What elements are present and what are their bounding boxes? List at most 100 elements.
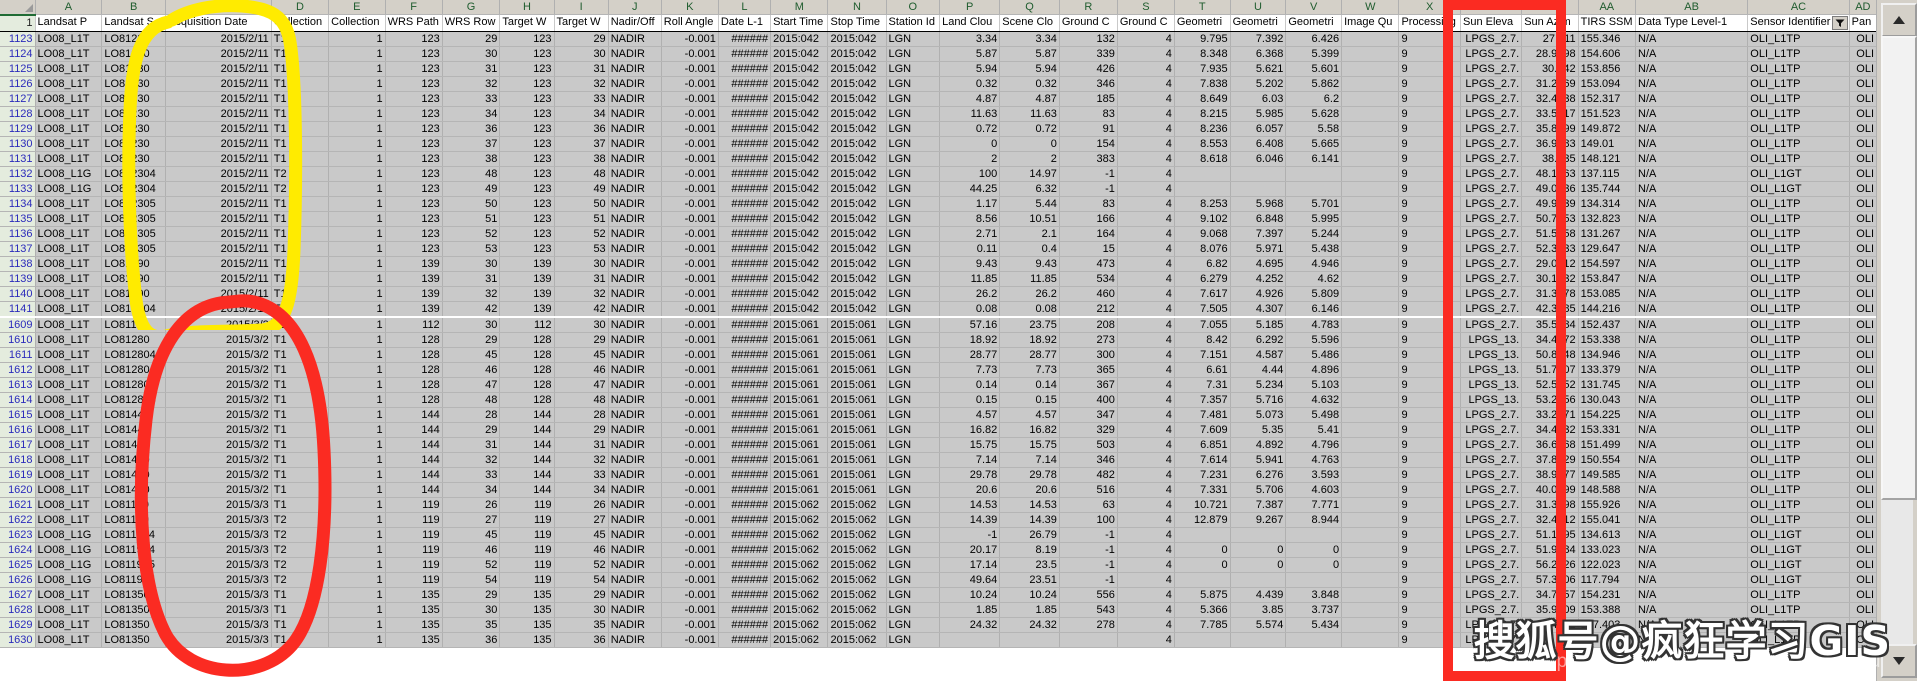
cell-aa[interactable]: 151.523 [1578, 106, 1637, 122]
cell-g[interactable]: 36 [442, 632, 501, 648]
cell-h[interactable]: 128 [499, 362, 555, 378]
cell-ab[interactable]: N/A [1635, 226, 1749, 242]
cell-v[interactable]: 5.628 [1285, 106, 1343, 122]
cell-o[interactable]: LGN [886, 166, 941, 182]
cell-r[interactable]: 426 [1059, 61, 1118, 77]
cell-ab[interactable]: N/A [1635, 587, 1749, 603]
cell-ab[interactable]: N/A [1635, 315, 1749, 333]
cell-p[interactable]: 5.87 [939, 46, 1001, 62]
cell-x[interactable]: 9 [1398, 332, 1461, 348]
cell-ad[interactable]: OLI [1849, 467, 1877, 483]
cell-f[interactable]: 139 [385, 271, 443, 287]
row-number[interactable]: 1630 [0, 632, 36, 648]
table-row[interactable]: 1609 LO08_L1T LO81120 2015/3/2 T1 1 112 30 112 30… [0, 315, 1877, 333]
cell-x[interactable]: 9 [1398, 527, 1461, 543]
cell-s[interactable]: 4 [1117, 437, 1175, 453]
field-header-z[interactable]: Sun Azim [1521, 14, 1579, 32]
cell-b[interactable]: LO81230 [101, 91, 167, 107]
cell-v[interactable] [1285, 632, 1343, 648]
cell-o[interactable]: LGN [886, 527, 941, 543]
cell-z[interactable]: 34.4072 [1521, 332, 1579, 348]
row-number[interactable]: 1626 [0, 572, 36, 588]
cell-h[interactable]: 144 [499, 437, 555, 453]
cell-x[interactable]: 9 [1398, 256, 1461, 272]
cell-ac[interactable]: OLI_L1TP [1747, 437, 1850, 453]
cell-a[interactable]: LO08_L1T [35, 241, 103, 257]
cell-n[interactable]: 2015:062 [827, 587, 887, 603]
cell-x[interactable]: 9 [1398, 482, 1461, 498]
cell-i[interactable]: 46 [554, 362, 609, 378]
cell-ad[interactable]: OLI [1849, 301, 1877, 317]
row-number[interactable]: 1140 [0, 286, 36, 302]
cell-e[interactable]: 1 [328, 196, 386, 212]
field-header-k[interactable]: Roll Angle [661, 14, 719, 32]
cell-ad[interactable]: OLI [1849, 482, 1877, 498]
row-number[interactable]: 1130 [0, 136, 36, 152]
cell-i[interactable]: 53 [554, 241, 609, 257]
cell-a[interactable]: LO08_L1T [35, 76, 103, 92]
table-row[interactable]: 1627 LO08_L1T LO81350 2015/3/3 T1 1 135 29 135 29… [0, 587, 1877, 603]
cell-y[interactable]: LPGS_2.7. [1460, 61, 1523, 77]
cell-f[interactable]: 144 [385, 482, 443, 498]
cell-z[interactable]: 51.9984 [1521, 542, 1579, 558]
column-header-j[interactable]: J [608, 0, 662, 15]
cell-x[interactable]: 9 [1398, 617, 1461, 633]
cell-k[interactable]: -0.001 [661, 467, 719, 483]
cell-ab[interactable]: N/A [1635, 286, 1749, 302]
cell-e[interactable]: 1 [328, 76, 386, 92]
cell-ac[interactable]: OLI_L1GT [1747, 527, 1850, 543]
row-number[interactable]: 1123 [0, 31, 36, 47]
cell-o[interactable]: LGN [886, 315, 941, 333]
row-number[interactable]: 1616 [0, 422, 36, 438]
row-number[interactable]: 1138 [0, 256, 36, 272]
cell-x[interactable]: 9 [1398, 467, 1461, 483]
cell-e[interactable]: 1 [328, 452, 386, 468]
cell-b[interactable]: LO81440 [101, 452, 167, 468]
cell-g[interactable]: 34 [442, 106, 501, 122]
cell-s[interactable]: 4 [1117, 392, 1175, 408]
cell-z[interactable]: 42.3085 [1521, 301, 1579, 317]
column-header-aa[interactable]: AA [1578, 0, 1637, 15]
cell-x[interactable]: 9 [1398, 271, 1461, 287]
cell-z[interactable]: 51.1595 [1521, 527, 1579, 543]
cell-s[interactable]: 4 [1117, 286, 1175, 302]
field-header-x[interactable]: Processing [1398, 14, 1461, 32]
cell-ad[interactable]: OLI [1849, 587, 1877, 603]
cell-c[interactable]: 2015/3/3 [165, 632, 272, 648]
cell-i[interactable]: 30 [554, 602, 609, 618]
cell-e[interactable]: 1 [328, 632, 386, 648]
cell-o[interactable]: LGN [886, 91, 941, 107]
cell-q[interactable]: 7.73 [999, 362, 1060, 378]
row-number[interactable]: 1131 [0, 151, 36, 167]
cell-t[interactable]: 6.851 [1174, 437, 1231, 453]
cell-p[interactable]: 4.87 [939, 91, 1001, 107]
cell-g[interactable]: 30 [442, 602, 501, 618]
cell-h[interactable]: 123 [499, 136, 555, 152]
cell-c[interactable]: 2015/3/2 [165, 347, 272, 363]
cell-w[interactable] [1341, 437, 1400, 453]
cell-t[interactable] [1174, 181, 1231, 197]
cell-q[interactable]: 10.24 [999, 587, 1060, 603]
cell-ac[interactable]: OLI_L1TP [1747, 467, 1850, 483]
cell-l[interactable]: ###### [718, 497, 772, 513]
cell-q[interactable]: 23.75 [999, 315, 1060, 333]
cell-t[interactable]: 8.649 [1174, 91, 1231, 107]
cell-t[interactable]: 6.82 [1174, 256, 1231, 272]
cell-h[interactable]: 139 [499, 301, 555, 317]
cell-p[interactable]: -1 [939, 527, 1001, 543]
cell-j[interactable]: NADIR [608, 106, 662, 122]
cell-a[interactable]: LO08_L1T [35, 347, 103, 363]
cell-j[interactable]: NADIR [608, 422, 662, 438]
cell-k[interactable]: -0.001 [661, 256, 719, 272]
cell-h[interactable]: 123 [499, 46, 555, 62]
cell-r[interactable]: -1 [1059, 166, 1118, 182]
cell-c[interactable]: 2015/2/11 [165, 181, 272, 197]
cell-m[interactable]: 2015:061 [770, 362, 829, 378]
cell-t[interactable]: 7.935 [1174, 61, 1231, 77]
cell-i[interactable]: 26 [554, 497, 609, 513]
cell-k[interactable]: -0.001 [661, 46, 719, 62]
cell-p[interactable]: 0 [939, 136, 1001, 152]
cell-aa[interactable]: 154.225 [1578, 407, 1637, 423]
field-header-a[interactable]: Landsat P [35, 14, 103, 32]
cell-y[interactable]: LPGS_2.7. [1460, 407, 1523, 423]
